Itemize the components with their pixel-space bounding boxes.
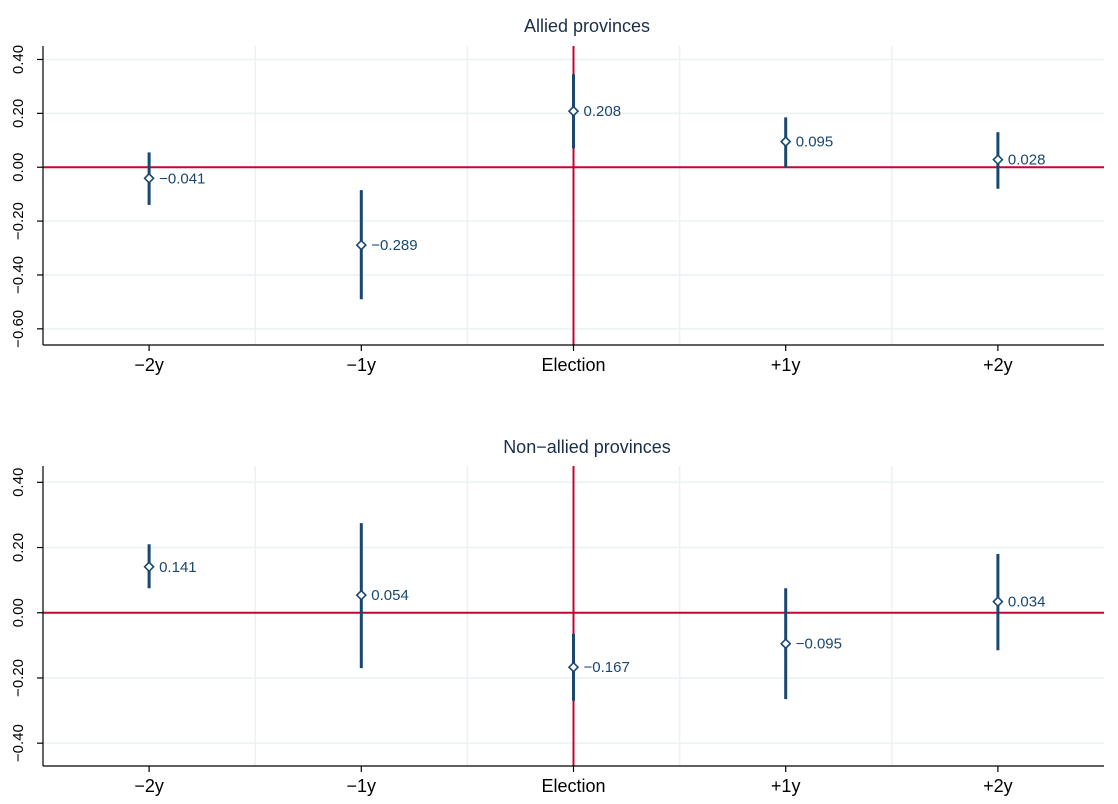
y-tick-label: 0.00 xyxy=(10,598,27,627)
y-tick-label: 0.40 xyxy=(10,468,27,497)
x-tick-label: −1y xyxy=(347,355,377,375)
data-label: 0.054 xyxy=(371,587,409,604)
data-label: 0.141 xyxy=(159,559,197,576)
data-label: 0.095 xyxy=(796,134,834,151)
data-label: 0.034 xyxy=(1008,594,1046,611)
panel-title: Non−allied provinces xyxy=(503,437,671,457)
x-tick-label: +1y xyxy=(771,776,801,796)
data-label: 0.208 xyxy=(584,103,622,120)
data-label: −0.041 xyxy=(159,170,205,187)
point-estimate-marker xyxy=(780,638,792,650)
point-estimate-marker xyxy=(355,589,367,601)
data-label: −0.289 xyxy=(371,237,417,254)
y-tick-label: 0.20 xyxy=(10,533,27,562)
point-estimate-marker xyxy=(992,596,1004,608)
point-estimate-marker xyxy=(355,239,367,251)
y-tick-label: 0.00 xyxy=(10,153,27,182)
point-estimate-marker xyxy=(143,172,155,184)
y-tick-label: 0.40 xyxy=(10,45,27,74)
point-estimate-marker xyxy=(567,105,580,117)
x-tick-label: +1y xyxy=(771,355,801,375)
y-tick-label: −0.40 xyxy=(10,724,27,762)
y-tick-label: −0.60 xyxy=(10,310,27,348)
y-tick-label: 0.20 xyxy=(10,99,27,128)
panel-non-allied: 0.40 0.20 0.00 −0.20 −0.40 −2y −1y Election +1y +… xyxy=(10,437,1104,796)
point-estimate-marker xyxy=(992,154,1004,166)
x-tick-label: −2y xyxy=(134,776,164,796)
data-label: 0.028 xyxy=(1008,152,1046,169)
point-estimate-marker xyxy=(143,561,155,573)
y-tick-label: −0.40 xyxy=(10,256,27,294)
data-label: −0.167 xyxy=(584,659,630,676)
x-tick-label: Election xyxy=(541,776,605,796)
panel-allied: 0.40 0.20 0.00 −0.20 −0.40 −0.60 −2y −1y Electio… xyxy=(10,16,1104,375)
x-tick-label: +2y xyxy=(983,776,1013,796)
point-estimate-marker xyxy=(567,661,580,673)
panel-title: Allied provinces xyxy=(524,16,650,36)
x-tick-label: −2y xyxy=(134,355,164,375)
point-estimate-marker xyxy=(780,135,792,148)
x-tick-label: +2y xyxy=(983,355,1013,375)
y-tick-label: −0.20 xyxy=(10,202,27,240)
x-tick-label: Election xyxy=(541,355,605,375)
data-label: −0.095 xyxy=(796,636,842,653)
x-tick-label: −1y xyxy=(347,776,377,796)
y-tick-label: −0.20 xyxy=(10,659,27,697)
